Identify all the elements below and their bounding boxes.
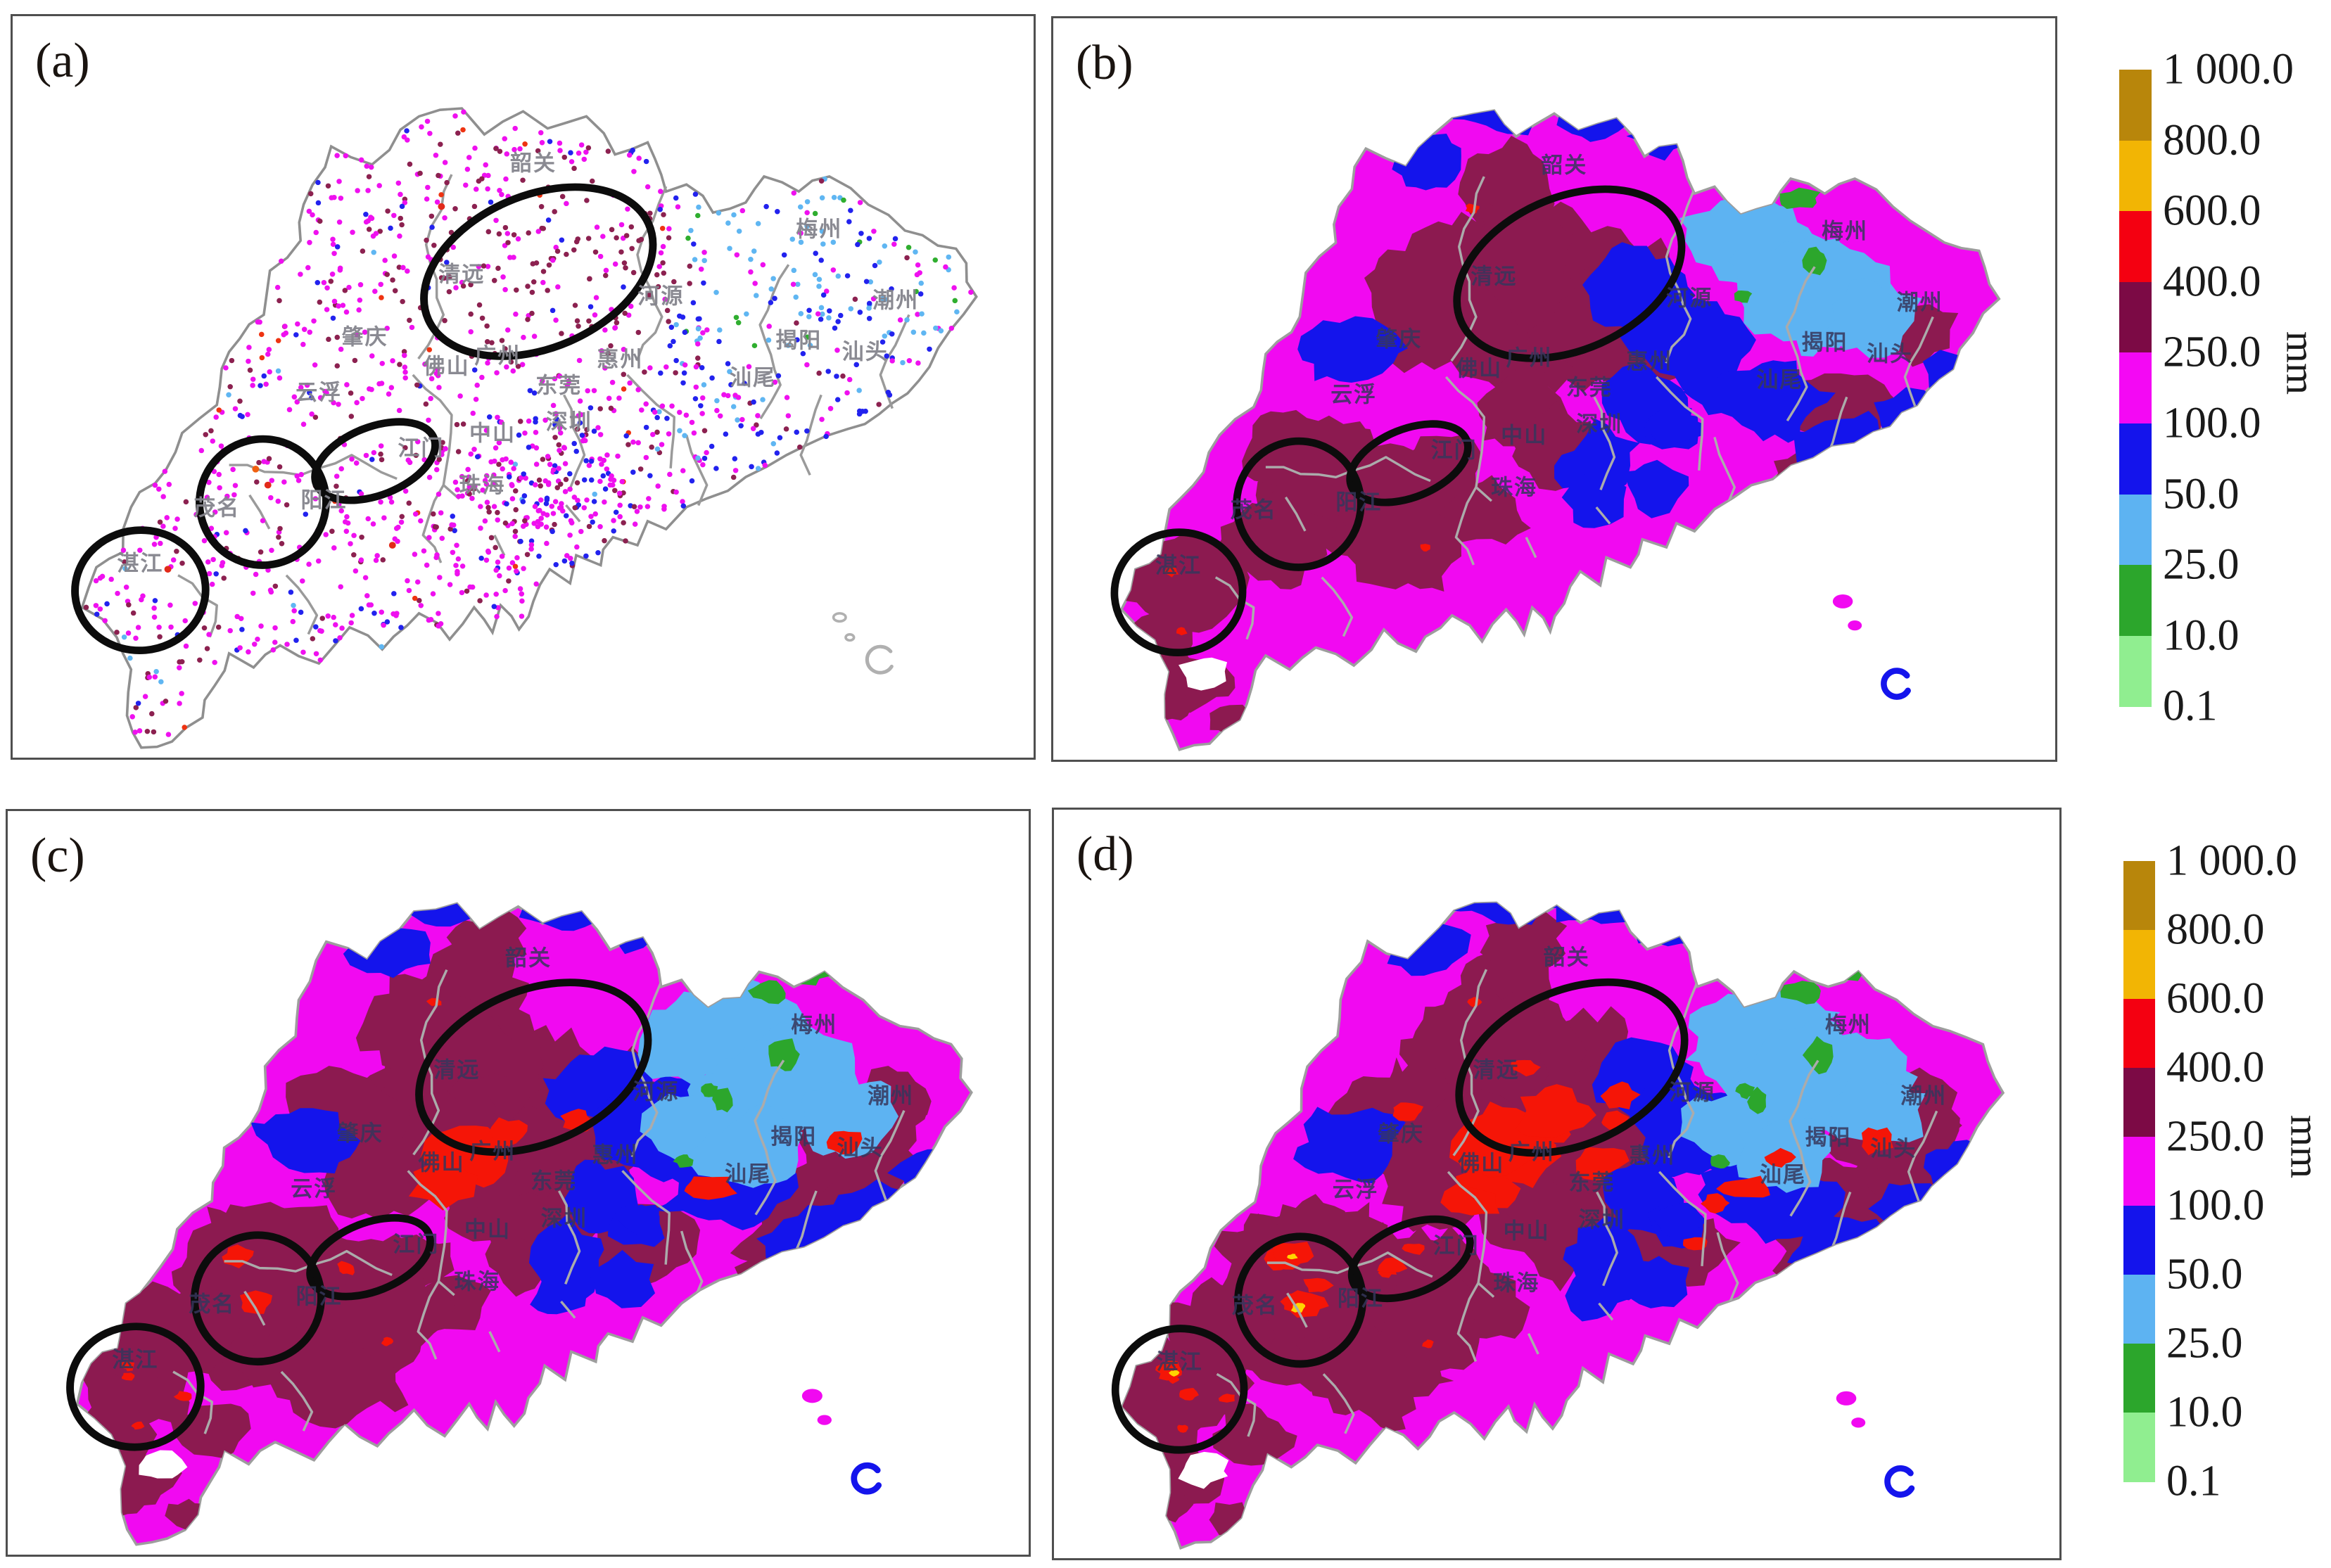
legend-value-9: 0.1	[2163, 682, 2218, 730]
colorbar-top: 1 000.0 800.0 600.0 400.0 250.0 100.0 50.0 25.0…	[2119, 46, 2330, 730]
legend-value-6: 50.0	[2163, 470, 2240, 518]
legend-value-3: 400.0	[2166, 1043, 2265, 1092]
legend-swatch-3	[2123, 1068, 2155, 1137]
legend-value-5: 100.0	[2166, 1181, 2265, 1230]
legend-value-2: 600.0	[2166, 974, 2265, 1023]
legend-value-7: 25.0	[2166, 1319, 2243, 1368]
legend-swatch-4	[2119, 352, 2152, 424]
map-d	[1111, 901, 2005, 1550]
legend-swatch-7	[2119, 565, 2152, 637]
legend-value-5: 100.0	[2163, 399, 2261, 447]
legend-swatch-0	[2123, 861, 2155, 931]
legend-swatch-1	[2123, 930, 2155, 1000]
map-c	[66, 902, 973, 1546]
legend-swatch-3	[2119, 281, 2152, 354]
legend-swatch-7	[2123, 1344, 2155, 1413]
legend-swatch-6	[2119, 494, 2152, 566]
panel-letter-c: (c)	[30, 829, 85, 883]
legend-value-3: 400.0	[2163, 257, 2261, 306]
legend-swatch-4	[2123, 1137, 2155, 1206]
legend-swatch-2	[2119, 211, 2152, 283]
legend-swatch-5	[2119, 423, 2152, 495]
legend-value-0: 1 000.0	[2163, 45, 2294, 94]
panel-letter-a: (a)	[35, 34, 90, 88]
legend-value-0: 1 000.0	[2166, 836, 2297, 885]
legend-swatch-8	[2119, 635, 2152, 708]
legend-value-4: 250.0	[2166, 1112, 2265, 1161]
legend-value-1: 800.0	[2163, 116, 2261, 165]
legend-unit: mm	[2282, 1114, 2328, 1178]
panel-letter-b: (b)	[1076, 36, 1133, 90]
panel-letter-d: (d)	[1076, 827, 1134, 881]
legend-swatch-2	[2123, 999, 2155, 1069]
legend-swatch-8	[2123, 1413, 2155, 1482]
legend-value-2: 600.0	[2163, 186, 2261, 235]
colorbar-bottom: 1 000.0 800.0 600.0 400.0 250.0 100.0 50.0 25.0…	[2123, 837, 2331, 1505]
panel-a: 韶关 梅州 清远 河源 潮州 揭阳 汕头 汕尾 惠州 东莞 广州 佛山 肇庆 云浮 中山 深圳 江门 珠海 阳江 茂名…	[11, 14, 1036, 760]
legend-swatch-0	[2119, 70, 2152, 141]
legend-value-7: 25.0	[2163, 540, 2240, 589]
legend-unit: mm	[2278, 331, 2324, 395]
legend-value-8: 10.0	[2166, 1388, 2243, 1436]
legend-value-9: 0.1	[2166, 1457, 2221, 1505]
legend-value-6: 50.0	[2166, 1250, 2243, 1299]
legend-value-8: 10.0	[2163, 611, 2240, 660]
legend-swatch-6	[2123, 1275, 2155, 1344]
map-b	[1110, 109, 2001, 751]
legend-value-4: 250.0	[2163, 328, 2261, 376]
legend-swatch-5	[2123, 1206, 2155, 1275]
panel-d: 韶关 梅州 清远 河源 潮州 揭阳 汕头 汕尾 惠州 东莞 广州 佛山 肇庆 云浮 中山 深圳 江门 珠海 阳江 茂名…	[1052, 808, 2062, 1560]
panel-c: 韶关 梅州 清远 河源 潮州 揭阳 汕头 汕尾 惠州 东莞 广州 佛山 肇庆 云浮 中山 深圳 江门 珠海 阳江 茂名…	[6, 809, 1031, 1557]
map-a	[71, 107, 978, 749]
legend-value-1: 800.0	[2166, 905, 2265, 954]
legend-swatch-1	[2119, 140, 2152, 212]
panel-b: 韶关 梅州 清远 河源 潮州 揭阳 汕头 汕尾 惠州 东莞 广州 佛山 肇庆 云浮 中山 深圳 江门 珠海 阳江 茂名…	[1051, 16, 2057, 762]
